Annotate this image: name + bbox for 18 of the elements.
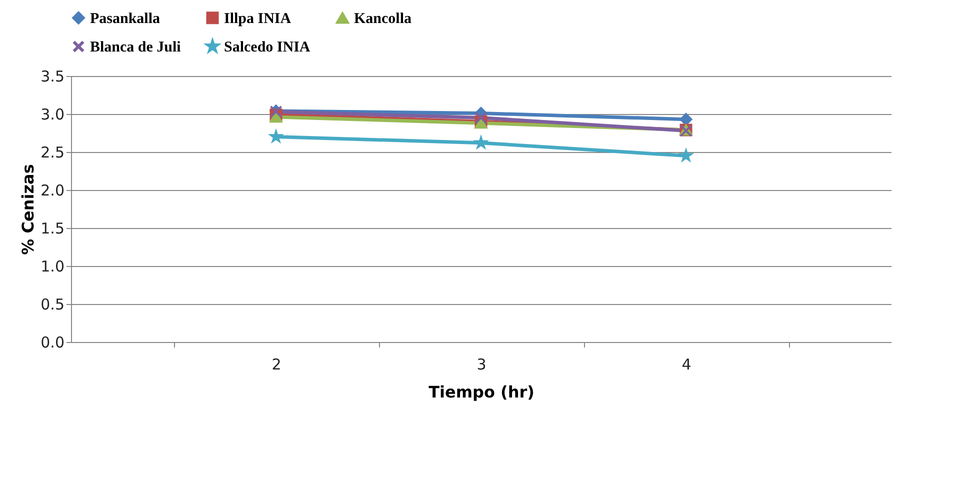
y-tick-label: 2.5 [40,144,64,162]
legend-label: Pasankalla [90,10,161,27]
legend-label: Kancolla [354,11,412,28]
y-tick-label: 1.5 [40,220,64,238]
y-tick-label: 2.0 [40,182,64,200]
legend-label: Salcedo INIA [224,40,310,56]
y-tick-label: 0.5 [40,296,64,314]
y-tick-label: 3.5 [40,68,64,86]
y-axis-title: % Cenizas [18,164,38,255]
y-tick-label: 1.0 [40,258,64,276]
x-axis-title: Tiempo (hr) [428,382,534,402]
x-tick-label: 2 [272,356,282,374]
x-tick-label: 3 [476,356,486,374]
x-tick-label: 4 [682,356,692,374]
legend-label: Illpa INIA [224,10,292,27]
y-tick-label: 0.0 [40,334,64,352]
y-tick-label: 3.0 [40,106,64,124]
legend-label: Blanca de Juli [90,40,181,56]
